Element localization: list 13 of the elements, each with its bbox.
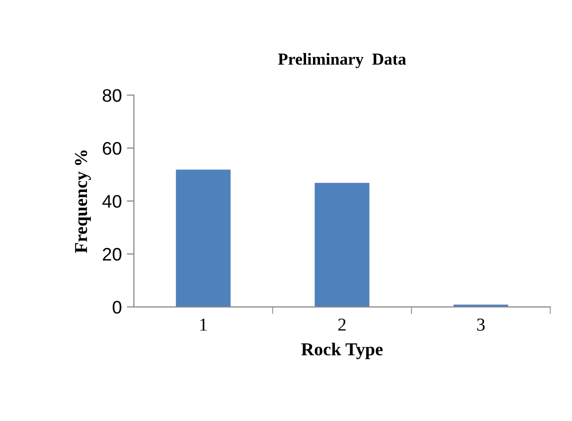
bar [175, 168, 232, 307]
chart-title: Preliminary Data [278, 53, 406, 68]
x-tick-label: 2 [338, 318, 346, 331]
y-tick-label: 0 [112, 300, 122, 314]
y-tick-label: 40 [102, 194, 122, 208]
y-tick-label: 20 [102, 248, 122, 261]
y-tick-label: 80 [102, 89, 122, 102]
x-tick-label: 3 [477, 318, 485, 331]
x-axis-title: Rock Type [301, 342, 383, 360]
x-tick-label: 1 [200, 318, 207, 331]
y-axis-title: Frequency % [74, 150, 91, 253]
bar [314, 182, 370, 307]
y-tick-label: 60 [102, 142, 122, 155]
